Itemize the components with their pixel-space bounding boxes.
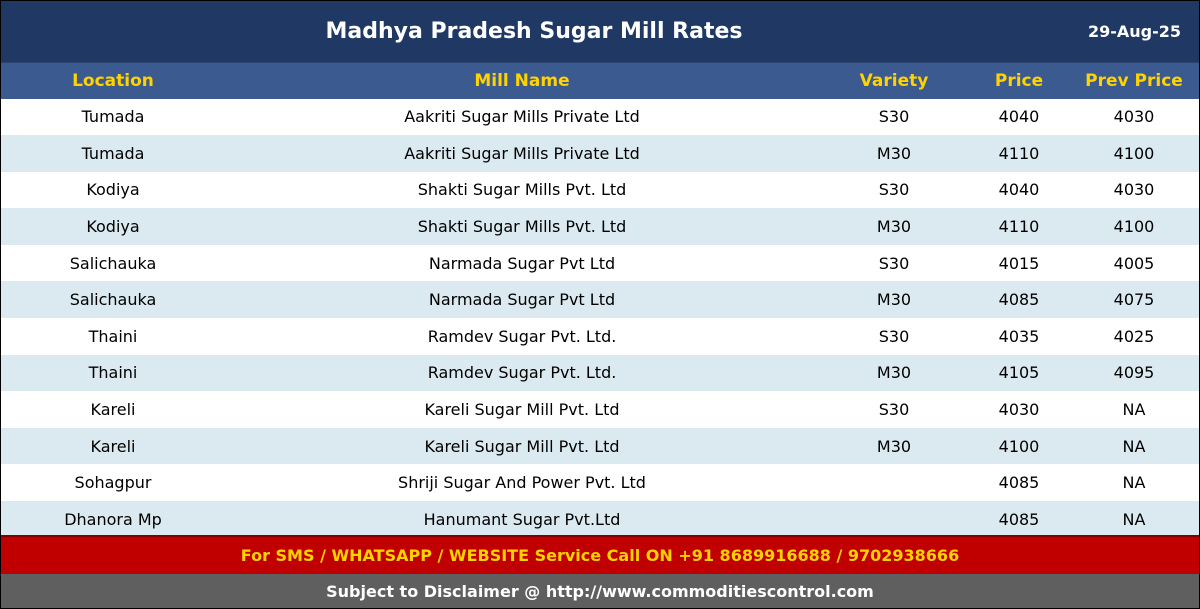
cell-location: Kareli	[90, 400, 136, 420]
cell-prev-price: NA	[1122, 400, 1146, 420]
page-title: Madhya Pradesh Sugar Mill Rates	[325, 19, 743, 44]
cell-location: Dhanora Mp	[64, 509, 162, 529]
table-row: Sohagpur Shriji Sugar And Power Pvt. Ltd 4…	[1, 464, 1199, 502]
cell-location: Sohagpur	[74, 473, 152, 493]
cell-price: 4040	[998, 107, 1040, 127]
cell-mill-name: Kareli Sugar Mill Pvt. Ltd	[424, 436, 620, 456]
cell-prev-price: 4030	[1113, 107, 1155, 127]
cell-mill-name: Kareli Sugar Mill Pvt. Ltd	[424, 400, 620, 420]
report-date: 29-Aug-25	[1087, 22, 1181, 41]
cell-location: Tumada	[81, 143, 145, 163]
title-bar: Madhya Pradesh Sugar Mill Rates 29-Aug-2…	[1, 1, 1199, 62]
cell-prev-price: NA	[1122, 436, 1146, 456]
cell-variety: S30	[878, 180, 910, 200]
table-row: Tumada Aakriti Sugar Mills Private Ltd S30…	[1, 98, 1199, 136]
cell-mill-name: Narmada Sugar Pvt Ltd	[428, 253, 616, 273]
contact-banner: For SMS / WHATSAPP / WEBSITE Service Cal…	[1, 535, 1199, 574]
column-header-price: Price	[969, 62, 1069, 99]
cell-location: Salichauka	[69, 290, 157, 310]
table-header: Location Mill Name Variety Price Prev Pr…	[1, 62, 1199, 99]
column-header-mill-name: Mill Name	[225, 62, 819, 99]
table-row: Dhanora Mp Hanumant Sugar Pvt.Ltd 4085 NA	[1, 501, 1199, 538]
cell-location: Salichauka	[69, 253, 157, 273]
cell-prev-price: NA	[1122, 509, 1146, 529]
cell-prev-price: 4095	[1113, 363, 1155, 383]
cell-mill-name: Narmada Sugar Pvt Ltd	[428, 290, 616, 310]
cell-mill-name: Aakriti Sugar Mills Private Ltd	[404, 143, 640, 163]
cell-variety: S30	[878, 326, 910, 346]
column-header-prev-price: Prev Price	[1069, 62, 1199, 99]
cell-location: Tumada	[81, 107, 145, 127]
disclaimer-text: Subject to Disclaimer @ http://www.commo…	[326, 582, 874, 601]
cell-prev-price: 4025	[1113, 326, 1155, 346]
table-row: Salichauka Narmada Sugar Pvt Ltd M30 4085 40…	[1, 281, 1199, 319]
cell-price: 4110	[998, 217, 1040, 237]
cell-variety: M30	[876, 217, 912, 237]
cell-prev-price: 4030	[1113, 180, 1155, 200]
cell-variety	[819, 464, 969, 501]
column-header-location: Location	[1, 62, 225, 99]
cell-mill-name: Ramdev Sugar Pvt. Ltd.	[427, 363, 617, 383]
cell-mill-name: Shakti Sugar Mills Pvt. Ltd	[417, 180, 627, 200]
cell-prev-price: 4100	[1113, 143, 1155, 163]
disclaimer-banner: Subject to Disclaimer @ http://www.commo…	[1, 574, 1199, 608]
cell-location: Kareli	[90, 436, 136, 456]
column-header-variety: Variety	[819, 62, 969, 99]
cell-prev-price: 4100	[1113, 217, 1155, 237]
table-row: Kareli Kareli Sugar Mill Pvt. Ltd S30 4030 N…	[1, 391, 1199, 428]
cell-prev-price: 4005	[1113, 253, 1155, 273]
contact-text: For SMS / WHATSAPP / WEBSITE Service Cal…	[240, 546, 960, 565]
cell-price: 4085	[998, 509, 1040, 529]
cell-location: Thaini	[88, 363, 138, 383]
cell-location: Thaini	[88, 326, 138, 346]
cell-price: 4030	[998, 400, 1040, 420]
cell-prev-price: 4075	[1113, 290, 1155, 310]
cell-variety: S30	[878, 400, 910, 420]
cell-location: Kodiya	[86, 217, 140, 237]
cell-mill-name: Hanumant Sugar Pvt.Ltd	[423, 509, 621, 529]
cell-variety: M30	[876, 290, 912, 310]
cell-price: 4110	[998, 143, 1040, 163]
cell-variety: M30	[876, 143, 912, 163]
table-row: Salichauka Narmada Sugar Pvt Ltd S30 4015 40…	[1, 244, 1199, 282]
cell-mill-name: Shriji Sugar And Power Pvt. Ltd	[398, 473, 646, 493]
cell-price: 4035	[998, 326, 1040, 346]
table-row: Thaini Ramdev Sugar Pvt. Ltd. M30 4105 4095	[1, 354, 1199, 392]
cell-prev-price: NA	[1122, 473, 1146, 493]
cell-variety: S30	[878, 107, 910, 127]
table-row: Thaini Ramdev Sugar Pvt. Ltd. S30 4035 4025	[1, 318, 1199, 355]
cell-location: Kodiya	[86, 180, 140, 200]
cell-price: 4085	[998, 473, 1040, 493]
cell-variety: M30	[876, 363, 912, 383]
cell-price: 4105	[998, 363, 1040, 383]
cell-price: 4040	[998, 180, 1040, 200]
cell-price: 4085	[998, 290, 1040, 310]
table-row: Kodiya Shakti Sugar Mills Pvt. Ltd S30 4040…	[1, 171, 1199, 209]
table-row: Kareli Kareli Sugar Mill Pvt. Ltd M30 4100 N…	[1, 427, 1199, 465]
table-row: Tumada Aakriti Sugar Mills Private Ltd M30…	[1, 135, 1199, 172]
rates-table: Location Mill Name Variety Price Prev Pr…	[1, 62, 1199, 538]
cell-price: 4100	[998, 436, 1040, 456]
cell-variety	[819, 501, 969, 538]
cell-variety: M30	[876, 436, 912, 456]
table-row: Kodiya Shakti Sugar Mills Pvt. Ltd M30 4110…	[1, 208, 1199, 245]
cell-mill-name: Ramdev Sugar Pvt. Ltd.	[427, 326, 617, 346]
cell-mill-name: Aakriti Sugar Mills Private Ltd	[404, 107, 640, 127]
cell-variety: S30	[878, 253, 910, 273]
table-body: Tumada Aakriti Sugar Mills Private Ltd S30…	[1, 98, 1199, 538]
cell-price: 4015	[998, 253, 1040, 273]
cell-mill-name: Shakti Sugar Mills Pvt. Ltd	[417, 217, 627, 237]
